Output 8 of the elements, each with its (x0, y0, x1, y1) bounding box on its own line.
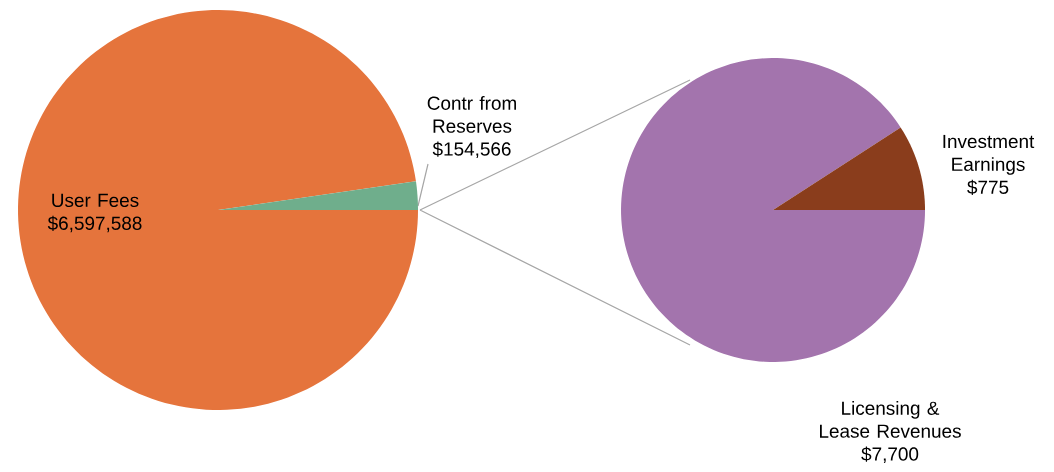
data-label: $6,597,588 (47, 215, 142, 233)
data-label: $154,566 (432, 141, 511, 158)
slice-label: Investment Earnings (943, 134, 1035, 175)
data-label: $775 (967, 179, 1009, 196)
slice-label: Licensing & Lease Revenues (820, 401, 961, 438)
data-label: $7,700 (861, 446, 919, 463)
slice-label: User Fees (52, 193, 139, 208)
slice-label: Contr from Reserves (427, 96, 516, 133)
